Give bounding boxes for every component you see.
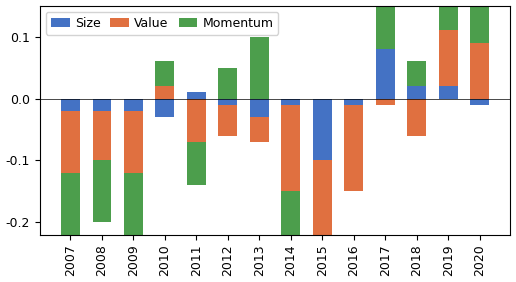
Bar [313, 235, 332, 282]
Legend: Size, Value, Momentum: Size, Value, Momentum [46, 12, 278, 35]
Bar [470, 98, 489, 105]
Bar [376, 49, 395, 98]
Bar [218, 98, 237, 105]
Bar [376, 0, 395, 49]
Bar [344, 98, 363, 105]
Bar [218, 67, 237, 98]
Bar [313, 98, 332, 160]
Bar [407, 86, 426, 98]
Bar [407, 98, 426, 136]
Bar [92, 98, 111, 111]
Bar [155, 86, 174, 98]
Bar [124, 98, 143, 111]
Bar [470, 43, 489, 98]
Bar [470, 0, 489, 43]
Bar [250, 98, 269, 117]
Bar [92, 160, 111, 222]
Bar [187, 98, 206, 142]
Bar [407, 61, 426, 86]
Bar [439, 30, 458, 86]
Bar [218, 105, 237, 136]
Bar [313, 160, 332, 235]
Bar [344, 105, 363, 191]
Bar [61, 111, 80, 173]
Bar [376, 98, 395, 105]
Bar [187, 142, 206, 185]
Bar [92, 111, 111, 160]
Bar [250, 37, 269, 98]
Bar [187, 92, 206, 98]
Bar [439, 86, 458, 98]
Bar [281, 98, 300, 105]
Bar [281, 191, 300, 282]
Bar [155, 61, 174, 86]
Bar [281, 105, 300, 191]
Bar [61, 98, 80, 111]
Bar [124, 111, 143, 173]
Bar [124, 173, 143, 282]
Bar [250, 117, 269, 142]
Bar [61, 173, 80, 272]
Bar [439, 0, 458, 30]
Bar [155, 98, 174, 117]
